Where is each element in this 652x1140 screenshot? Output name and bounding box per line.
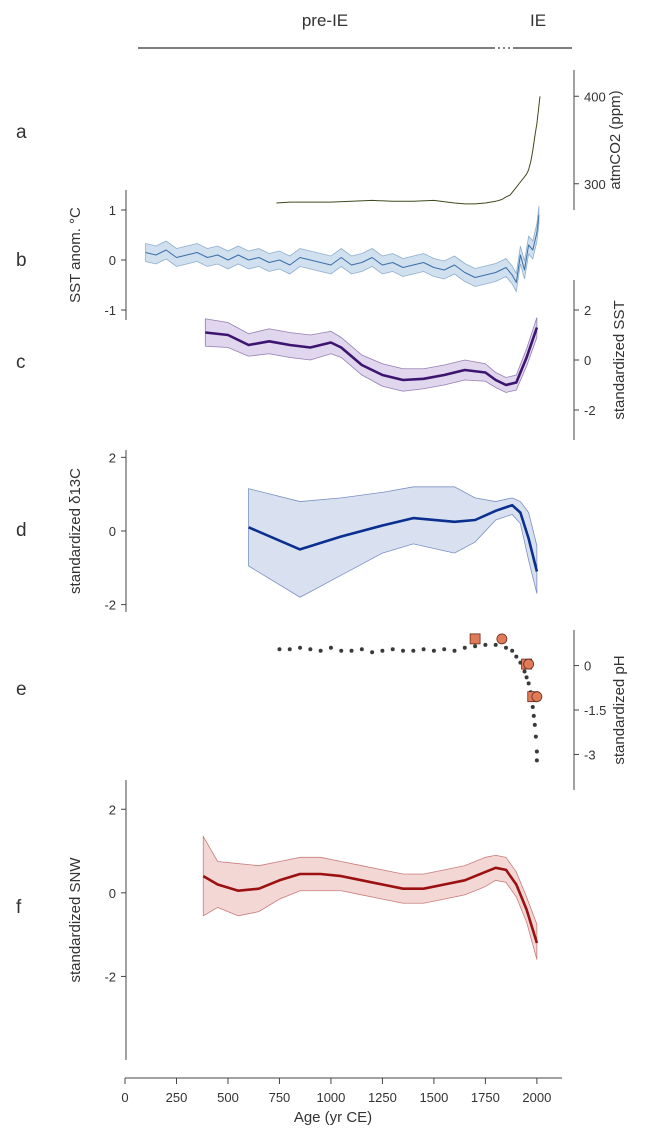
data-point-e [510,648,515,653]
y-tick-label-c: 0 [584,353,591,368]
data-point-e [401,648,406,653]
y-tick-label-d: -2 [104,598,116,613]
data-point-e [452,648,457,653]
data-point-e [318,648,323,653]
data-point-e [287,647,292,652]
uncertainty-band-b [145,205,540,293]
data-point-e [530,705,535,710]
data-point-square-e [469,633,481,645]
y-axis-label-a: atmCO2 (ppm) [607,90,624,189]
data-point-e [349,648,354,653]
x-tick-label: 750 [269,1090,291,1105]
y-tick-label-f: 2 [109,802,116,817]
data-point-e [339,648,344,653]
series-line-f [202,866,539,944]
y-tick-label-e: -1.5 [584,703,606,718]
panel-e: e 0 -1.5 -3 standardized pH [16,630,628,790]
x-tick-label: 1750 [471,1090,500,1105]
series-line-b [145,214,540,283]
data-point-e [328,645,333,650]
x-tick-label: 1000 [316,1090,345,1105]
x-tick-label: 250 [166,1090,188,1105]
y-axis-label-c: standardized SST [611,300,628,419]
data-point-e [421,647,426,652]
series-line-d [248,503,539,572]
uncertainty-band-d [248,486,538,598]
data-point-circle-e [496,633,508,645]
data-point-e [531,713,536,718]
x-tick-label: 1500 [419,1090,448,1105]
y-axis-label-f: standardized SNW [67,857,84,983]
y-axis-label-b: SST anom. °C [67,207,84,303]
data-point-e [503,645,508,650]
y-tick-label-d: 0 [109,524,116,539]
data-point-e [524,675,529,680]
data-point-e [390,647,395,652]
data-point-e [532,722,537,727]
x-tick-label: 0 [121,1090,128,1105]
data-point-e [534,758,539,763]
data-point-e [526,681,531,686]
data-point-e [359,647,364,652]
x-tick-label: 500 [217,1090,239,1105]
data-point-e [411,648,416,653]
data-point-e [442,647,447,652]
data-point-e [298,645,303,650]
y-tick-label-b: -1 [104,303,116,318]
panel-f: f 2 0 -2 standardized SNW [16,780,539,1060]
y-tick-label-b: 0 [109,253,116,268]
panel-letter-b: b [16,250,27,271]
y-tick-label-e: -3 [584,747,596,762]
era-label-ie: IE [530,11,546,30]
data-point-e [370,650,375,655]
panel-a: a 300 400 atmCO2 (ppm) [16,70,624,210]
data-point-e [431,648,436,653]
data-point-e [473,644,478,649]
panel-c: c 2 0 -2 standardized SST [16,280,628,440]
y-tick-label-f: -2 [104,969,116,984]
data-point-circle-e [523,658,535,670]
y-axis-label-e: standardized pH [611,655,628,764]
data-point-e [483,642,488,647]
y-tick-label-c: 2 [584,303,591,318]
data-point-e [308,647,313,652]
y-axis-label-d: standardized δ13C [67,468,84,594]
panel-b: b 1 0 -1 SST anom. °C [16,190,540,320]
data-point-e [522,669,527,674]
y-tick-label-c: -2 [584,403,596,418]
data-point-e [493,642,498,647]
y-tick-label-e: 0 [584,659,591,674]
data-point-e [533,734,538,739]
series-line-c [205,327,539,387]
x-tick-label: 1250 [368,1090,397,1105]
panel-d: d 2 0 -2 standardized δ13C [16,450,539,613]
data-point-e [514,654,519,659]
y-tick-label-f: 0 [109,886,116,901]
y-tick-label-b: 1 [109,203,116,218]
panel-letter-f: f [16,897,22,918]
panel-letter-d: d [16,520,27,541]
data-point-e [277,647,282,652]
y-tick-label-a: 300 [584,177,606,192]
y-tick-label-d: 2 [109,450,116,465]
uncertainty-band-c [204,317,538,393]
uncertainty-band-f [202,834,538,960]
panel-letter-a: a [16,122,27,143]
era-label-pre-ie: pre-IE [302,11,348,30]
panel-letter-e: e [16,679,27,700]
panel-letter-c: c [16,352,26,373]
data-point-e [380,648,385,653]
data-point-e [462,645,467,650]
x-tick-label: 2000 [522,1090,551,1105]
x-axis-label: Age (yr CE) [294,1109,372,1126]
data-point-circle-e [531,691,543,703]
data-point-e [534,749,539,754]
series-line-a [276,96,541,205]
y-tick-label-a: 400 [584,89,606,104]
